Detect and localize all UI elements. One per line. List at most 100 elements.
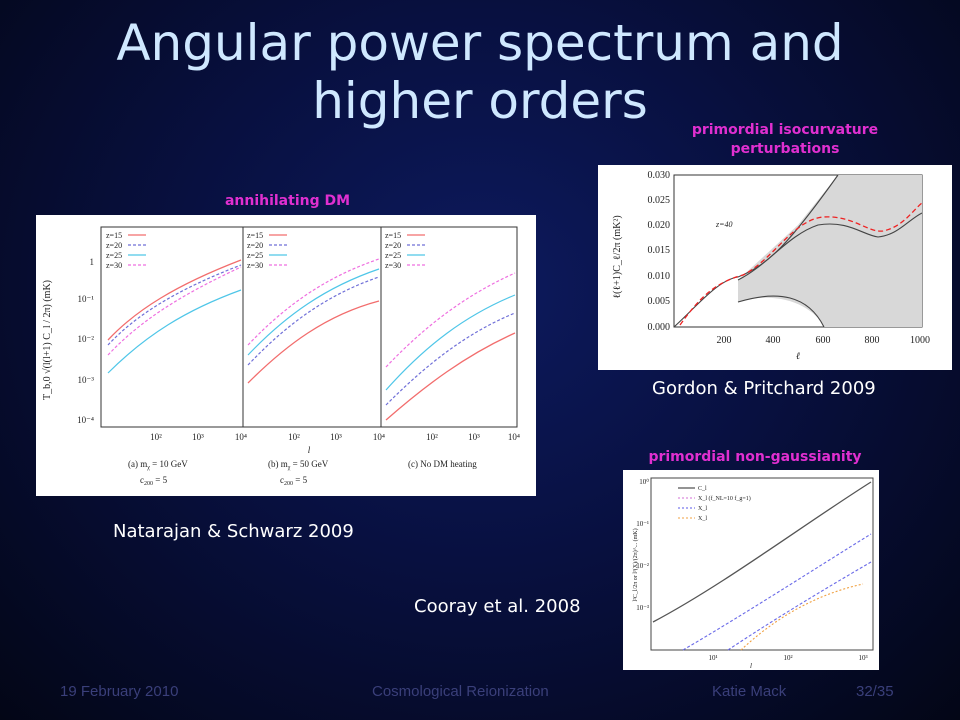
- legend-b-z25: z=25: [247, 251, 263, 260]
- cooray-x1-curve: [682, 533, 872, 651]
- natarajan-ylabel: T_b,0 √(l(l+1) C_l / 2π) (mK): [42, 280, 53, 400]
- c-x-tick-2: 10²: [426, 432, 438, 442]
- a-curve-z15: [107, 259, 242, 341]
- gordon-annotation: z=40: [715, 220, 733, 229]
- cooray-frame: [650, 477, 874, 651]
- cooray-figure: l²C_l/2π or l³(X)/(2π)^... (mK) 10⁰ 10⁻¹…: [623, 470, 879, 670]
- g-x-tick-800: 800: [865, 335, 880, 346]
- a-x-tick-3: 10³: [192, 432, 204, 442]
- gordon-lower-curve: [737, 295, 825, 328]
- legend-b-z20: z=20: [247, 241, 263, 250]
- panel-c-caption: (c) No DM heating: [408, 459, 477, 469]
- y-tick-0.001: 10⁻³: [78, 375, 95, 385]
- natarajan-xlabel: l: [308, 445, 311, 455]
- footer-page: 32/35: [856, 683, 894, 700]
- g-x-tick-600: 600: [816, 335, 831, 346]
- gordon-figure: ℓ(ℓ+1)C_ℓ/2π (mK²) z=40 0.030 0.025 0.02…: [598, 165, 952, 370]
- natarajan-legend-b: z=15 z=20 z=25 z=30: [247, 231, 287, 270]
- c-y-tick-2: 10⁻²: [636, 562, 649, 570]
- b-curve-z25: [247, 268, 380, 356]
- c-x-tick-3: 10³: [858, 654, 867, 662]
- y-tick-0.1: 10⁻¹: [78, 294, 95, 304]
- panel-a-c200: c200 = 5: [140, 475, 168, 487]
- legend-b-z15: z=15: [247, 231, 263, 240]
- gordon-caption: Gordon & Pritchard 2009: [652, 378, 876, 399]
- g-x-tick-200: 200: [717, 335, 732, 346]
- title-line-2: higher orders: [312, 72, 648, 130]
- g-y-tick-020: 0.020: [648, 220, 671, 231]
- cooray-caption: Cooray et al. 2008: [414, 596, 581, 617]
- c-y-tick-0: 10⁰: [639, 478, 649, 486]
- natarajan-legend-a: z=15 z=20 z=25 z=30: [106, 231, 146, 270]
- a-curve-z25: [107, 289, 242, 374]
- natarajan-caption: Natarajan & Schwarz 2009: [113, 521, 354, 542]
- panel-b-caption: (b) mχ = 50 GeV: [268, 459, 329, 471]
- legend-a-z20: z=20: [106, 241, 122, 250]
- cooray-ylabel: l²C_l/2π or l³(X)/(2π)^... (mK): [632, 528, 639, 601]
- g-y-tick-015: 0.015: [648, 245, 671, 256]
- gordon-ylabel: ℓ(ℓ+1)C_ℓ/2π (mK²): [612, 215, 623, 298]
- cooray-x3-curve: [740, 583, 864, 651]
- cooray-cl-curve: [652, 481, 872, 623]
- g-y-tick-000: 0.000: [648, 322, 671, 333]
- b-curve-z20: [247, 276, 380, 366]
- footer-date: 19 February 2010: [60, 683, 179, 700]
- c-x-tick-2: 10²: [783, 654, 792, 662]
- footer-author: Katie Mack: [712, 683, 787, 700]
- natarajan-chart: T_b,0 √(l(l+1) C_l / 2π) (mK) 1 10⁻¹ 10⁻…: [42, 226, 520, 487]
- b-curve-z15: [247, 300, 380, 384]
- cooray-xlabel: l: [750, 662, 752, 670]
- legend-a-z25: z=25: [106, 251, 122, 260]
- gordon-shaded-band: [738, 175, 922, 327]
- b-x-tick-4: 10⁴: [373, 432, 385, 442]
- title-line-1: Angular power spectrum and: [116, 14, 844, 72]
- legend-c-z30: z=30: [385, 261, 401, 270]
- legend-c-z20: z=20: [385, 241, 401, 250]
- c-y-tick-1: 10⁻¹: [636, 520, 649, 528]
- g-y-tick-010: 0.010: [648, 271, 671, 282]
- legend-cl: C_l: [698, 486, 707, 492]
- legend-x1: X_l (f_NL=10 f_g=1): [698, 495, 751, 502]
- footer-talk: Cosmological Reionization: [372, 683, 549, 700]
- legend-c-z25: z=25: [385, 251, 401, 260]
- c-x-tick-1: 10¹: [708, 654, 717, 662]
- legend-a-z15: z=15: [106, 231, 122, 240]
- panel-a-frame: [100, 226, 244, 428]
- c-x-tick-3: 10³: [468, 432, 480, 442]
- natarajan-legend-c: z=15 z=20 z=25 z=30: [385, 231, 425, 270]
- b-x-tick-2: 10²: [288, 432, 300, 442]
- isocurvature-label-line-2: perturbations: [730, 141, 840, 157]
- c-curve-z30: [385, 272, 516, 368]
- panel-b-c200: c200 = 5: [280, 475, 308, 487]
- c-curve-z15: [385, 332, 516, 421]
- g-y-tick-005: 0.005: [648, 296, 671, 307]
- g-x-tick-1000: 1000: [910, 335, 930, 346]
- b-curve-z30: [247, 258, 380, 346]
- annihilating-dm-label: annihilating DM: [224, 193, 351, 209]
- g-x-tick-400: 400: [766, 335, 781, 346]
- panel-b-frame: [242, 226, 382, 428]
- natarajan-figure: T_b,0 √(l(l+1) C_l / 2π) (mK) 1 10⁻¹ 10⁻…: [36, 215, 536, 496]
- c-x-tick-4: 10⁴: [508, 432, 520, 442]
- isocurvature-label: primordial isocurvature perturbations: [665, 121, 905, 159]
- panel-c-frame: [380, 226, 518, 428]
- a-x-tick-4: 10⁴: [235, 432, 247, 442]
- c-curve-z25: [385, 294, 516, 391]
- slide-title: Angular power spectrum and higher orders: [60, 14, 900, 130]
- a-curve-z30: [107, 266, 242, 356]
- a-curve-z20: [107, 264, 242, 346]
- non-gaussianity-label: primordial non-gaussianity: [648, 449, 862, 465]
- g-y-tick-025: 0.025: [648, 195, 671, 206]
- isocurvature-label-line-1: primordial isocurvature: [691, 122, 879, 138]
- gordon-xlabel: ℓ: [796, 351, 800, 362]
- g-y-tick-030: 0.030: [648, 170, 671, 181]
- y-tick-0.01: 10⁻²: [78, 334, 95, 344]
- b-x-tick-3: 10³: [330, 432, 342, 442]
- panel-a-caption: (a) mχ = 10 GeV: [128, 459, 188, 471]
- cooray-legend: C_l X_l (f_NL=10 f_g=1) X_l X_l: [678, 486, 751, 522]
- legend-x2: X_l: [698, 506, 707, 512]
- legend-a-z30: z=30: [106, 261, 122, 270]
- y-tick-1: 1: [90, 257, 95, 267]
- legend-b-z30: z=30: [247, 261, 263, 270]
- legend-c-z15: z=15: [385, 231, 401, 240]
